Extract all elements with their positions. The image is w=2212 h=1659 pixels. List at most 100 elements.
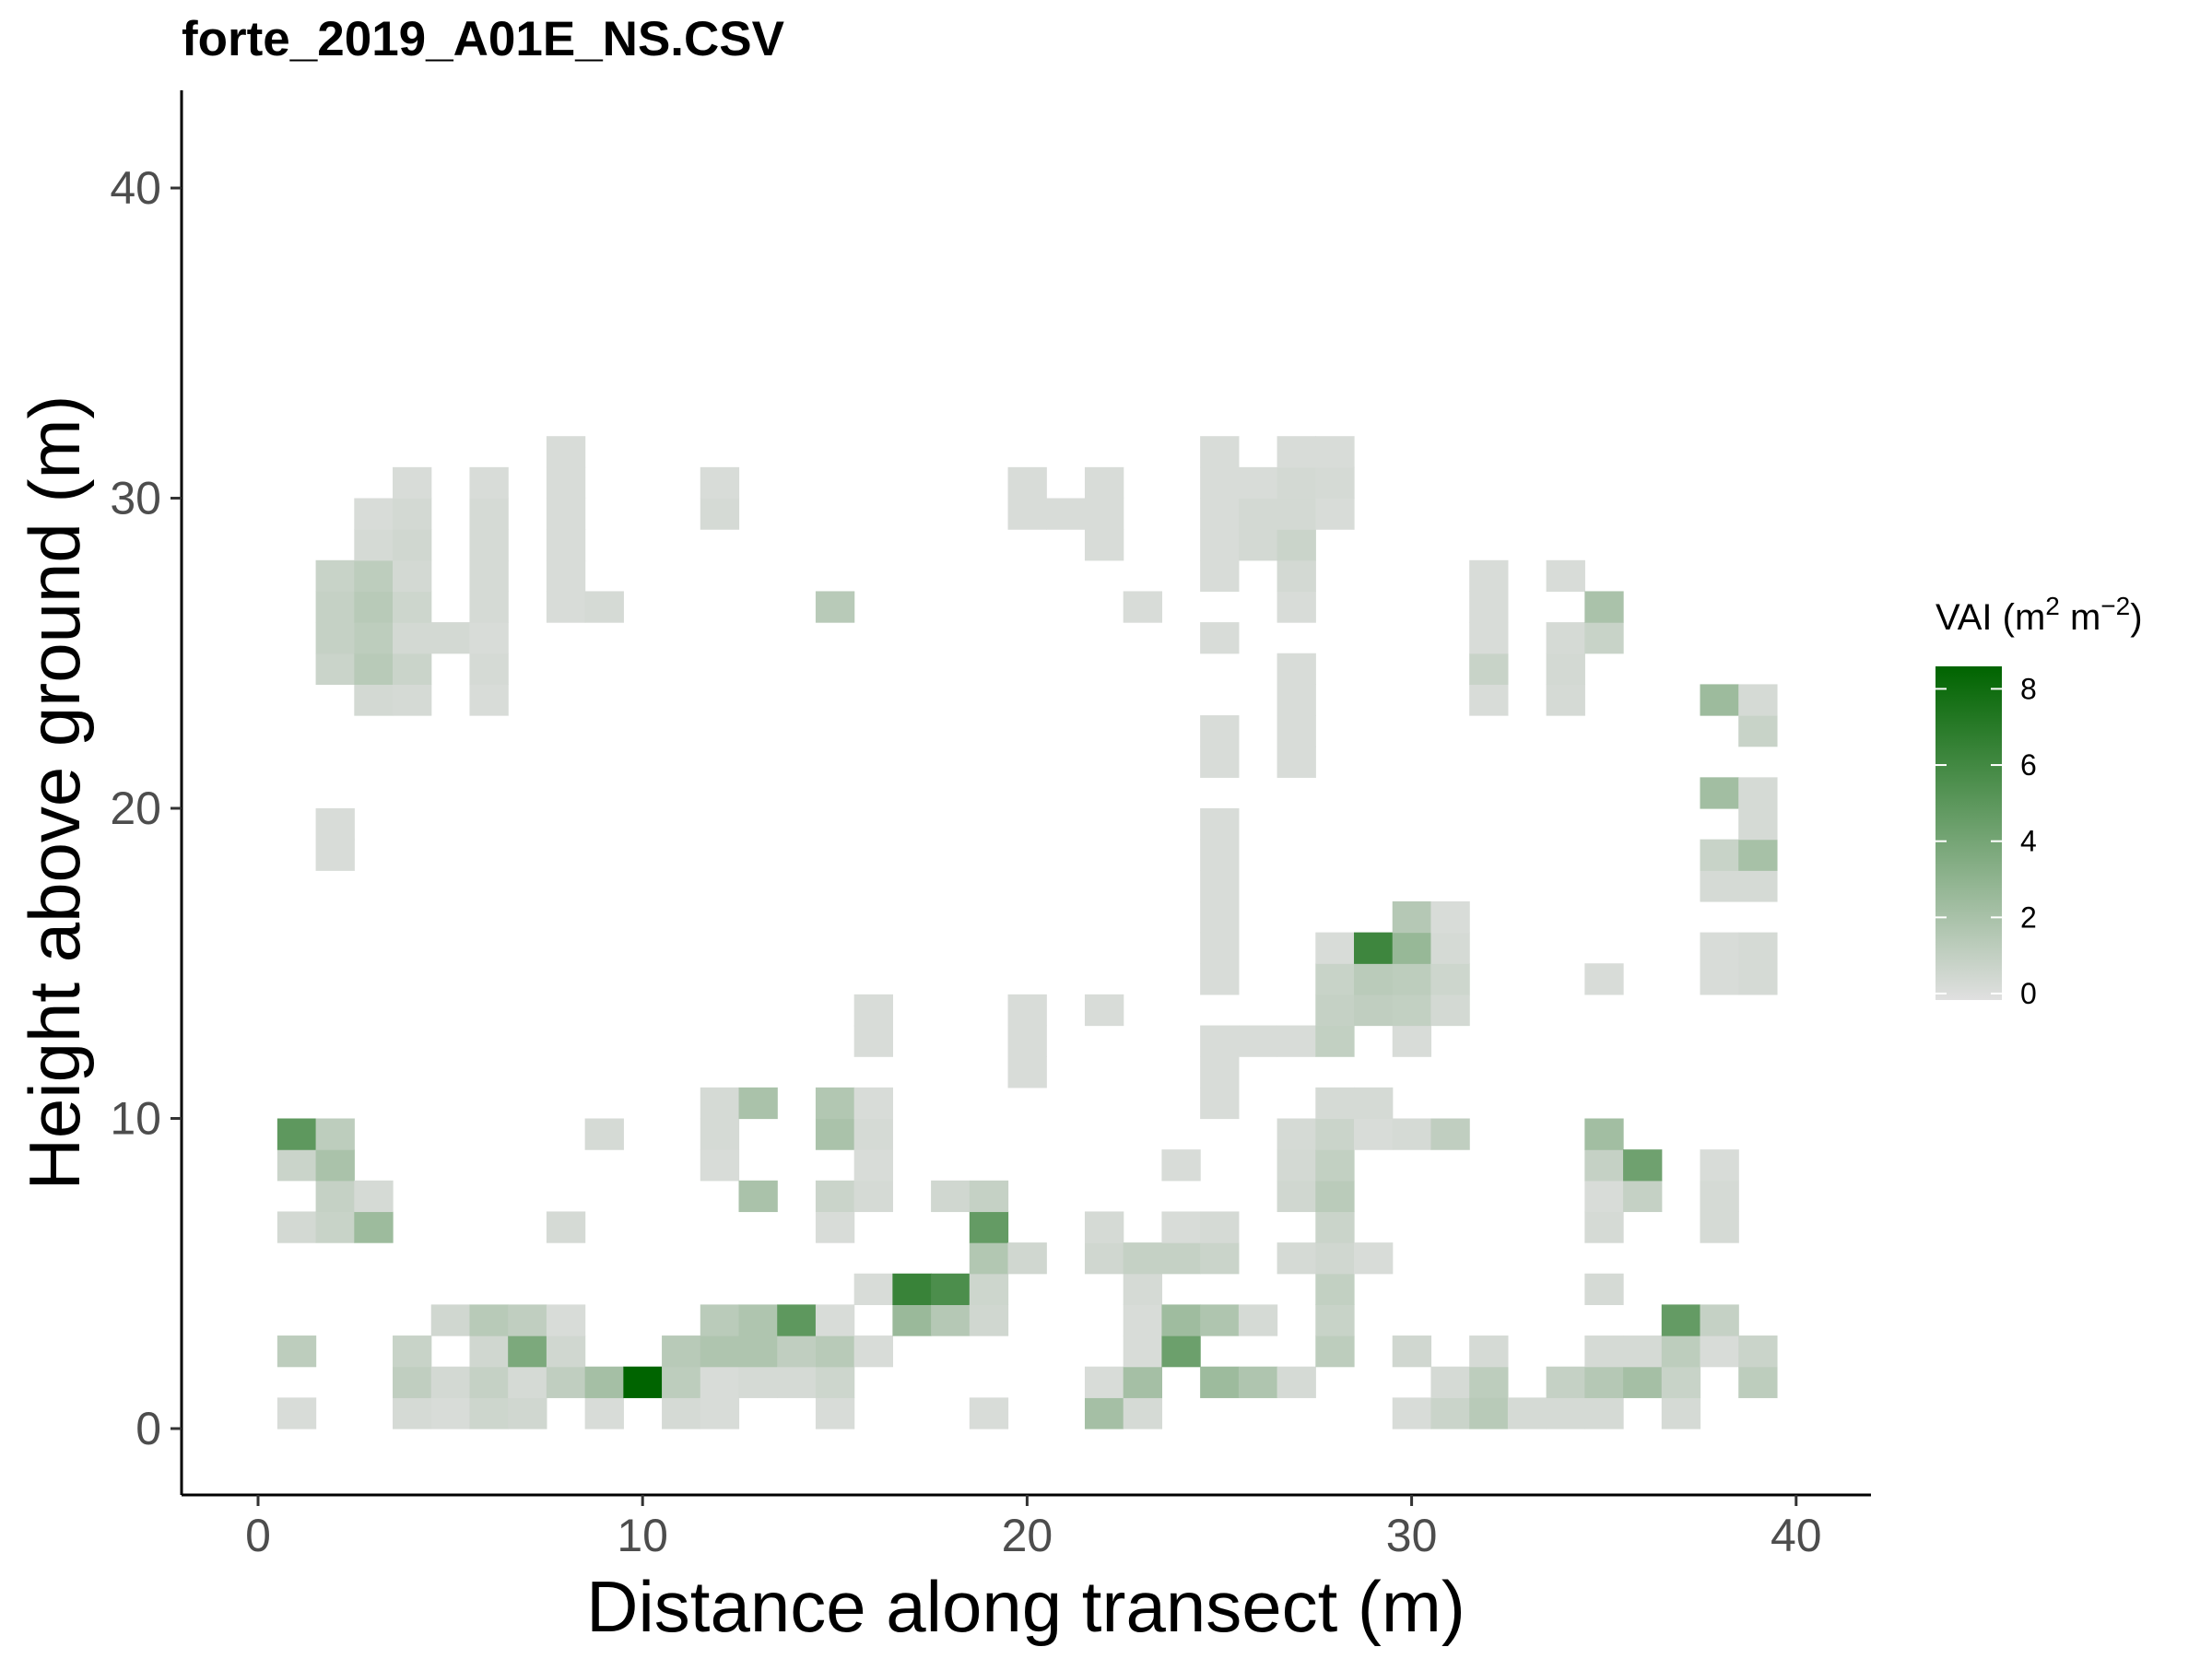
- heatmap-cell: [1123, 1366, 1163, 1398]
- heatmap-cell: [584, 1118, 624, 1150]
- heatmap-cell: [1469, 684, 1509, 716]
- legend-color-bar: [1936, 666, 2002, 1000]
- heatmap-cell: [1277, 746, 1316, 778]
- heatmap-cell: [1238, 498, 1278, 530]
- heatmap-cell: [393, 1335, 432, 1368]
- x-tick-label: 30: [1386, 1510, 1438, 1561]
- heatmap-cell: [1084, 1242, 1124, 1275]
- heatmap-cell: [931, 1180, 971, 1213]
- heatmap-cell: [853, 1087, 893, 1120]
- heatmap-cell: [1084, 994, 1124, 1027]
- y-tick-label: 0: [135, 1403, 161, 1454]
- heatmap-cell: [1277, 653, 1316, 685]
- heatmap-cell: [969, 1211, 1009, 1243]
- heatmap-cell: [1738, 808, 1778, 841]
- heatmap-cell: [1315, 1335, 1355, 1368]
- heatmap-cell: [393, 684, 432, 716]
- heatmap-cell: [969, 1180, 1009, 1213]
- legend-tick-label: 8: [2020, 672, 2037, 705]
- heatmap-cell: [777, 1335, 817, 1368]
- heatmap-cell: [892, 1273, 932, 1305]
- heatmap-cell: [1623, 1335, 1663, 1368]
- heatmap-cell: [700, 1087, 740, 1120]
- heatmap-cell: [508, 1304, 547, 1336]
- heatmap-cell: [1469, 591, 1509, 623]
- heatmap-cell: [1315, 1211, 1355, 1243]
- heatmap-cell: [1354, 963, 1394, 995]
- heatmap-cell: [1277, 529, 1316, 561]
- heatmap-cell: [815, 1087, 855, 1120]
- heatmap-cell: [1354, 1118, 1394, 1150]
- heatmap-cell: [315, 559, 355, 593]
- heatmap-cell: [1315, 1242, 1355, 1275]
- heatmap-cell: [1392, 1118, 1432, 1150]
- heatmap-cell: [1277, 1180, 1316, 1213]
- heatmap-cell: [1584, 1335, 1624, 1368]
- heatmap-cell: [315, 622, 355, 654]
- heatmap-cell: [584, 1397, 624, 1430]
- heatmap-cell: [393, 653, 432, 685]
- y-tick-label: 30: [110, 473, 161, 524]
- heatmap-cell: [1200, 715, 1240, 747]
- heatmap-cell: [469, 653, 509, 685]
- heatmap-cell: [546, 1304, 586, 1336]
- heatmap-cell: [1700, 777, 1739, 809]
- heatmap-cell: [1584, 1149, 1624, 1182]
- heatmap-cell: [853, 1180, 893, 1213]
- heatmap-cell: [1700, 963, 1739, 995]
- heatmap-cell: [700, 1304, 740, 1336]
- heatmap-cell: [1123, 1397, 1163, 1430]
- heatmap-cell: [969, 1397, 1009, 1430]
- heatmap-cell: [1469, 653, 1509, 685]
- heatmap-cell: [1200, 1242, 1240, 1275]
- x-tick-label: 10: [617, 1510, 668, 1561]
- heatmap-cell: [1277, 1025, 1316, 1057]
- heatmap-cell: [815, 1118, 855, 1150]
- heatmap-cell: [623, 1366, 663, 1398]
- y-tick-label: 10: [110, 1093, 161, 1145]
- heatmap-cell: [469, 559, 509, 593]
- heatmap-cell: [1738, 932, 1778, 964]
- heatmap-cell: [1200, 963, 1240, 995]
- heatmap-cell: [469, 1335, 509, 1368]
- heatmap-cell: [1277, 559, 1316, 593]
- heatmap-cell: [354, 622, 394, 654]
- heatmap-cell: [931, 1304, 971, 1336]
- x-tick-label: 0: [245, 1510, 271, 1561]
- x-axis-ticks: 0 10 20 30 40: [245, 1495, 1822, 1561]
- heatmap-cell: [354, 684, 394, 716]
- heatmap-cell: [354, 498, 394, 530]
- heatmap-cell: [1084, 529, 1124, 561]
- heatmap-cell: [430, 1397, 471, 1430]
- heatmap-cell: [1738, 684, 1778, 716]
- heatmap-cell: [469, 1397, 509, 1430]
- x-tick-label: 40: [1771, 1510, 1822, 1561]
- heatmap-cell: [1315, 994, 1355, 1027]
- heatmap-cell: [546, 1366, 586, 1398]
- heatmap-cell: [1354, 1242, 1394, 1275]
- heatmap-cell: [1007, 1242, 1047, 1275]
- heatmap-cell: [1546, 684, 1585, 716]
- heatmap-cell: [1738, 777, 1778, 809]
- heatmap-cell: [1277, 1149, 1316, 1182]
- heatmap-cell: [1200, 466, 1240, 500]
- legend-title: VAI (m2 m−2): [1936, 592, 2143, 638]
- legend-tick-label: 0: [2020, 977, 2037, 1010]
- heatmap-cell: [1315, 436, 1355, 468]
- heatmap-cell: [315, 1149, 355, 1182]
- heatmap-cell: [853, 1335, 893, 1368]
- heatmap-cell: [1007, 1056, 1047, 1088]
- legend-title-exponent-1: 2: [2045, 592, 2060, 620]
- heatmap-cell: [315, 1118, 355, 1150]
- heatmap-cell: [469, 529, 509, 561]
- heatmap-cell: [1084, 466, 1124, 500]
- heatmap-cell: [700, 466, 740, 500]
- heatmap-cell: [815, 1304, 855, 1336]
- heatmap-cell: [1084, 1397, 1124, 1430]
- heatmap-cell: [1584, 591, 1624, 623]
- heatmap-cell: [1084, 498, 1124, 530]
- heatmap-cell: [546, 1335, 586, 1368]
- heatmap-cell: [815, 1180, 855, 1213]
- heatmap-cell: [738, 1180, 778, 1213]
